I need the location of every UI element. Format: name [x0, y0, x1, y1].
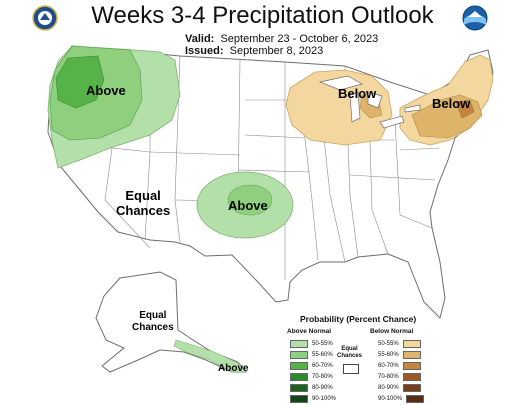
legend-above-item: 60-70%	[290, 362, 333, 370]
legend-above-label: 90-100%	[312, 396, 337, 402]
label-great-lakes-below: Below	[338, 86, 377, 101]
legend-above-swatch	[290, 362, 308, 370]
great-lakes-water	[318, 75, 421, 129]
legend-above-swatch	[290, 351, 308, 359]
plains-above-inner	[227, 184, 273, 216]
valid-label: Valid:	[185, 33, 215, 45]
alaska-above-region	[173, 339, 247, 373]
legend-below-item: 60-70%	[378, 362, 421, 370]
issued-date: September 8, 2023	[229, 45, 324, 57]
label-northwest-above: Above	[86, 83, 126, 98]
legend-above-swatch	[290, 395, 308, 403]
legend-below-swatch	[406, 395, 425, 403]
label-northeast-below: Below	[432, 96, 471, 111]
legend-below-item: 50-55%	[378, 340, 421, 348]
valid-dates: September 23 - October 6, 2023	[220, 33, 379, 45]
legend-below-header: Below Normal	[370, 328, 414, 335]
noaa-logo-icon	[462, 5, 488, 31]
legend-below-label: 90-100%	[378, 396, 403, 402]
legend-below-label: 70-80%	[378, 374, 399, 380]
legend-below-item: 70-80%	[378, 373, 421, 381]
legend-title: Probability (Percent Chance)	[300, 314, 417, 324]
legend-below-item: 55-60%	[378, 351, 421, 359]
legend-equal-chances-swatch	[343, 364, 359, 374]
legend-below-label: 50-55%	[378, 341, 399, 347]
legend-above-label: 60-70%	[312, 363, 333, 369]
legend-above-swatch	[290, 340, 308, 348]
legend-below-label: 60-70%	[378, 363, 399, 369]
legend-below-swatch	[402, 384, 421, 392]
legend-above-item: 70-80%	[290, 373, 333, 381]
label-equal-chances-alaska: Equal Chances	[132, 310, 174, 333]
doc-seal-icon	[32, 5, 58, 31]
legend-above-label: 50-55%	[312, 341, 333, 347]
legend-above-item: 55-60%	[290, 351, 333, 359]
alaska-land	[95, 271, 248, 373]
legend-below-swatch	[402, 362, 421, 370]
legend-above-label: 55-60%	[312, 352, 333, 358]
valid-line: Valid: September 23 - October 6, 2023 Is…	[185, 33, 378, 57]
label-equal-chances-conus: Equal Chances	[116, 188, 171, 218]
legend-above-item: 50-55%	[290, 340, 333, 348]
legend-above-item: 80-90%	[290, 384, 333, 392]
issued-label: Issued:	[185, 45, 224, 57]
legend-below-swatch	[402, 351, 421, 359]
legend-above-label: 70-80%	[312, 374, 333, 380]
legend-below-label: 80-90%	[378, 385, 399, 391]
label-alaska-above: Above	[218, 363, 249, 374]
legend-below-label: 55-60%	[378, 352, 399, 358]
legend-above-swatch	[290, 373, 308, 381]
legend-above-item: 90-100%	[290, 395, 336, 403]
legend-above-header: Above Normal	[287, 328, 332, 335]
label-plains-above: Above	[228, 198, 268, 213]
legend-equal-chances: Equal Chances	[337, 346, 363, 359]
legend-below-swatch	[402, 340, 421, 348]
northwest-above-inner	[55, 55, 105, 109]
legend-below-item: 90-100%	[378, 395, 425, 403]
legend-above-swatch	[290, 384, 308, 392]
legend-below-swatch	[402, 373, 421, 381]
northeast-below-inner	[455, 99, 475, 119]
legend-above-label: 80-90%	[312, 385, 333, 391]
legend-below-item: 80-90%	[378, 384, 421, 392]
page-title: Weeks 3-4 Precipitation Outlook	[91, 2, 434, 29]
